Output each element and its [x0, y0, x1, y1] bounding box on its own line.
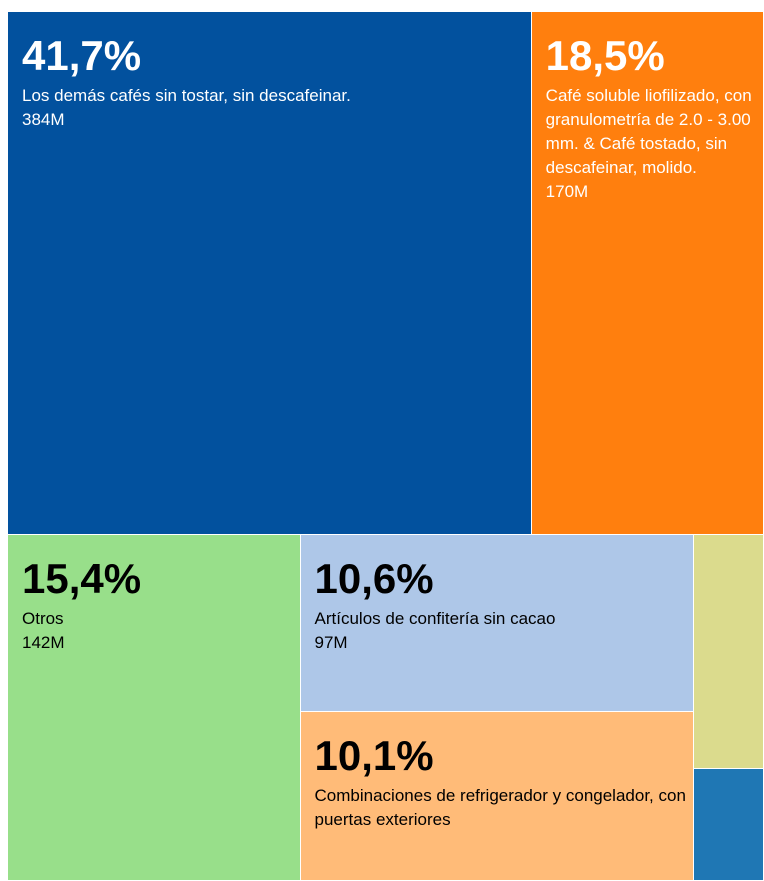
tile-label: Otros: [22, 609, 64, 629]
tile-amount: 142M: [22, 633, 65, 653]
tile-amount: 384M: [22, 110, 65, 129]
tile: [693, 535, 764, 769]
tile-percent: 15,4%: [22, 555, 142, 603]
tile: 10,1% Combinaciones de refrigerador y con…: [300, 712, 694, 881]
tile-percent: 10,6%: [314, 555, 434, 603]
tile: 15,4% Otros 142M: [8, 535, 301, 881]
tile: 10,6% Artículos de confitería sin cacao 97…: [300, 535, 694, 713]
tile-percent: 18,5%: [545, 32, 665, 79]
tile-percent: 10,1%: [314, 732, 434, 780]
tile-percent: 41,7%: [22, 32, 142, 79]
tile-amount: 170M: [545, 182, 589, 201]
tile-label: Los demás cafés sin tostar, sin descafei…: [22, 86, 351, 105]
tile-amount: 97M: [314, 633, 348, 653]
tile-label: Artículos de confitería sin cacao: [314, 609, 556, 629]
tile: [693, 768, 764, 881]
tile: 18,5% Café soluble liofilizado, con granu…: [531, 12, 764, 536]
tile: 41,7% Los demás cafés sin tostar, sin des…: [8, 12, 532, 536]
tile-label: Combinaciones de refrigerador y congelad…: [314, 786, 686, 830]
tile-label: Café soluble liofilizado, con granulomet…: [545, 86, 752, 177]
treemap: 41,7% Los demás cafés sin tostar, sin des…: [8, 12, 764, 881]
